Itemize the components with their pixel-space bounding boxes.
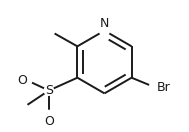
Text: O: O	[44, 116, 54, 128]
Text: N: N	[100, 17, 109, 30]
Circle shape	[149, 81, 162, 94]
Text: Br: Br	[156, 81, 170, 94]
Circle shape	[44, 86, 53, 95]
Circle shape	[23, 76, 32, 85]
Circle shape	[99, 26, 109, 36]
Circle shape	[44, 110, 53, 119]
Text: O: O	[17, 74, 27, 87]
Text: S: S	[45, 84, 53, 97]
